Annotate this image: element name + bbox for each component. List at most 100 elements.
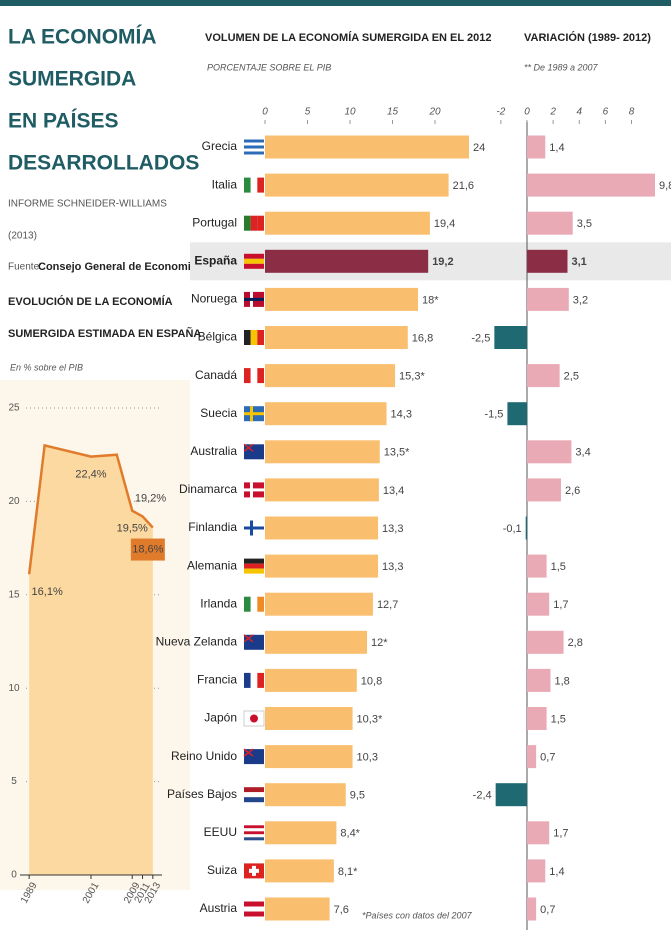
bar	[265, 173, 449, 197]
flag	[243, 634, 264, 650]
chart-subtitle: ** De 1989 a 2007	[524, 62, 599, 72]
data-label: 18,6%	[132, 543, 163, 555]
bar	[265, 859, 334, 883]
flag-part	[257, 215, 264, 231]
flag-part	[244, 488, 264, 492]
bar	[527, 821, 550, 845]
chart-subtitle: PORCENTAJE SOBRE EL PIB	[207, 62, 331, 72]
data-label: 12*	[371, 637, 388, 649]
data-label: 13,3	[382, 561, 403, 573]
flag-part	[244, 148, 264, 152]
data-label: 1,7	[553, 599, 568, 611]
bar	[527, 630, 564, 654]
y-tick-label: 20	[8, 496, 20, 507]
flag	[244, 672, 264, 688]
data-label: 3,1	[571, 256, 586, 268]
flag-part	[250, 368, 258, 384]
y-tick-label: 15	[8, 589, 20, 600]
flag-part	[244, 834, 264, 838]
bar	[265, 135, 469, 159]
data-label: 16,8	[412, 332, 433, 344]
x-tick-label: -2	[496, 107, 505, 118]
category-label: Australia	[190, 444, 237, 458]
data-label: 1,7	[553, 828, 568, 840]
x-tick-label: 20	[428, 107, 441, 118]
bar	[525, 516, 527, 540]
chart-title: EVOLUCIÓN DE LA ECONOMÍA	[8, 295, 173, 308]
x-tick-label: 0	[524, 107, 530, 118]
category-label: Canadá	[195, 368, 237, 382]
data-label: 19,5%	[117, 523, 148, 535]
data-label: 1,5	[551, 713, 566, 725]
data-label: 1,8	[555, 675, 570, 687]
flag	[244, 863, 264, 879]
data-label: 19,4	[434, 218, 455, 230]
chart-title: SUMERGIDA ESTIMADA EN ESPAÑA	[8, 327, 201, 340]
category-label: Japón	[204, 711, 237, 725]
bar	[527, 440, 572, 464]
category-label: Finlandia	[188, 520, 237, 534]
bar	[527, 364, 560, 388]
category-label: Reino Unido	[171, 749, 237, 763]
category-label: Alemania	[187, 558, 237, 572]
bar	[265, 707, 353, 730]
data-label: 0,7	[540, 752, 555, 764]
y-tick-label: 10	[8, 683, 20, 694]
top-band	[0, 0, 671, 6]
flag-part	[244, 837, 264, 841]
data-label: 13,4	[383, 485, 404, 497]
main-title: DESARROLLADOS	[8, 152, 199, 175]
flag-part	[244, 787, 264, 793]
flag-part	[257, 672, 264, 688]
flag	[244, 596, 264, 612]
bar	[265, 249, 429, 273]
flag-part	[250, 177, 258, 193]
bar	[527, 135, 546, 159]
category-label: Grecia	[202, 139, 238, 153]
category-label: Irlanda	[200, 596, 237, 610]
source-label: Fuente:	[8, 262, 42, 273]
chart-title: VOLUMEN DE LA ECONOMÍA SUMERGIDA EN EL 2…	[205, 31, 491, 44]
x-tick-label: 15	[387, 107, 399, 118]
data-label: -0,1	[503, 523, 522, 535]
label-box	[130, 538, 165, 561]
bar	[527, 745, 537, 769]
flag-part	[250, 215, 258, 231]
x-tick-label: 10	[344, 107, 356, 118]
flag-part	[243, 748, 254, 757]
flag	[244, 787, 264, 803]
x-tick-label: 8	[629, 107, 635, 118]
flag-part	[244, 297, 264, 301]
data-label: 3,2	[573, 294, 588, 306]
footnote: *Países con datos del 2007	[362, 910, 473, 920]
bar	[265, 897, 330, 921]
data-label: 2,8	[568, 637, 583, 649]
flag-part	[244, 368, 251, 384]
report: (2013)	[8, 231, 37, 242]
flag-part	[244, 792, 264, 798]
flag-part	[249, 865, 259, 876]
data-label: 13,3	[382, 523, 403, 535]
data-label: 3,5	[577, 218, 592, 230]
flag	[244, 558, 264, 574]
bar	[265, 287, 418, 311]
source: Consejo General de Economistas	[38, 261, 213, 273]
bar	[527, 859, 546, 883]
category-label: Bélgica	[198, 330, 238, 344]
category-label: Noruega	[191, 292, 237, 306]
area	[29, 445, 153, 875]
data-label: 2,5	[564, 371, 579, 383]
bar	[507, 402, 527, 426]
flag-part	[244, 901, 264, 907]
x-tick-label: 2	[549, 107, 556, 118]
data-label: 3,4	[575, 447, 590, 459]
chart-subtitle: En % sobre el PIB	[10, 362, 83, 372]
data-label: 8,4*	[340, 828, 360, 840]
data-label: 10,3	[357, 752, 378, 764]
bar	[527, 173, 655, 197]
flag-part	[250, 672, 258, 688]
data-label: 16,1%	[32, 586, 63, 598]
flag-part	[244, 177, 251, 193]
flag-part	[244, 568, 264, 574]
data-label: 18*	[422, 294, 439, 306]
